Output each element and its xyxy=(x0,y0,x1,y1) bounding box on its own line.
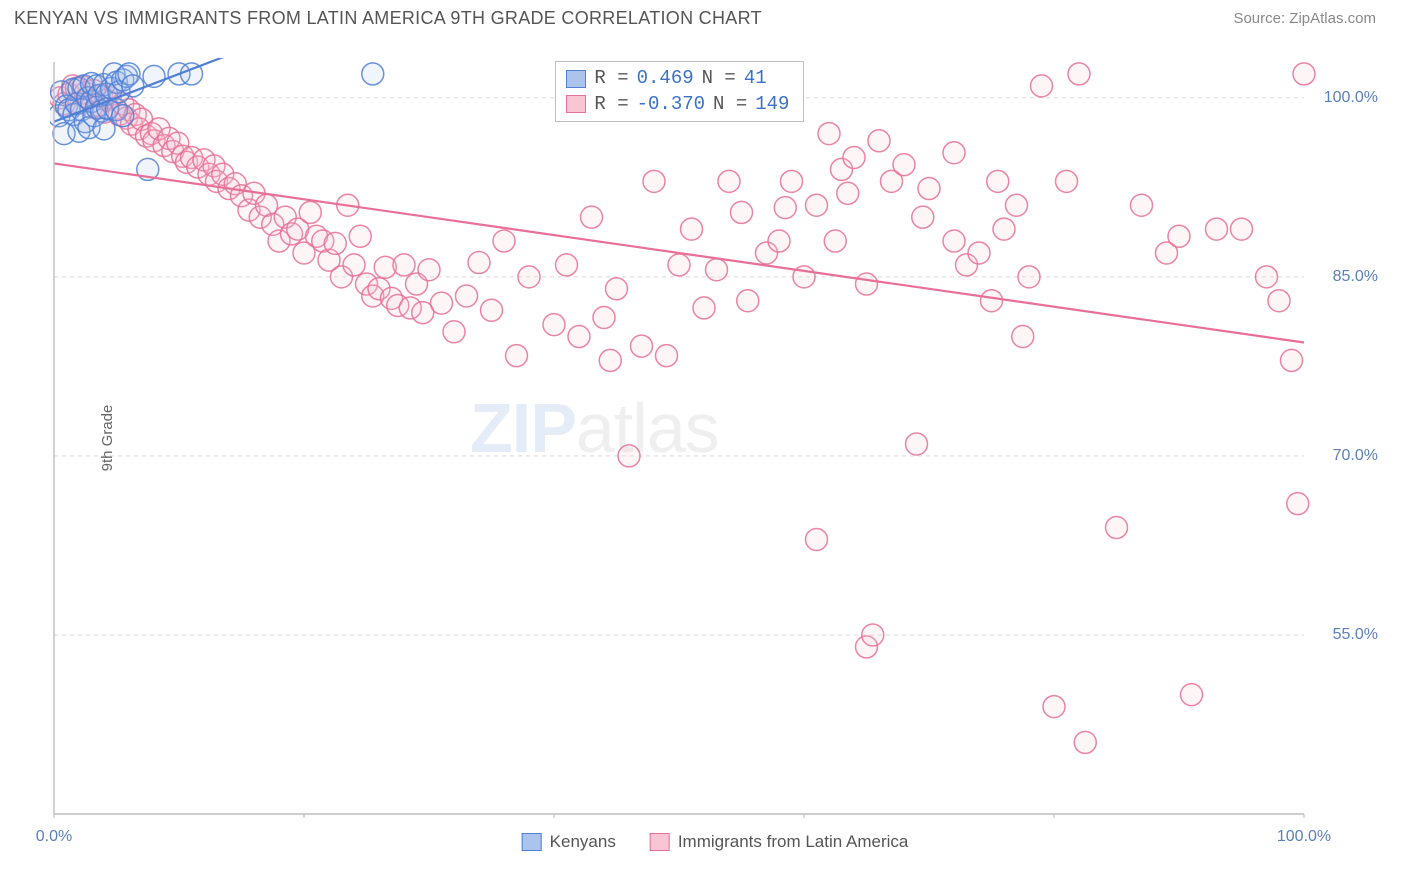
scatter-plot-svg xyxy=(50,58,1380,818)
stats-row: R = 0.469 N = 41 xyxy=(566,66,789,92)
legend-swatch xyxy=(650,833,670,851)
legend-label: Immigrants from Latin America xyxy=(678,832,909,852)
series-swatch xyxy=(566,95,586,113)
n-label: N = xyxy=(713,92,747,118)
n-value: 149 xyxy=(755,92,789,118)
r-value: -0.370 xyxy=(637,92,705,118)
plot-area: 9th Grade ZIPatlas R = 0.469 N = 41R =-0… xyxy=(50,58,1380,818)
n-label: N = xyxy=(702,66,736,92)
y-tick-label: 70.0% xyxy=(1333,447,1378,465)
y-axis-label: 9th Grade xyxy=(99,405,116,472)
correlation-stats-box: R = 0.469 N = 41R =-0.370 N = 149 xyxy=(555,61,804,122)
chart-source: Source: ZipAtlas.com xyxy=(1233,10,1376,27)
y-tick-label: 100.0% xyxy=(1324,89,1378,107)
x-tick-label: 0.0% xyxy=(36,828,72,846)
legend-label: Kenyans xyxy=(550,832,616,852)
n-value: 41 xyxy=(744,66,767,92)
x-tick-label: 100.0% xyxy=(1277,828,1331,846)
legend-item: Immigrants from Latin America xyxy=(650,832,909,852)
y-tick-label: 55.0% xyxy=(1333,626,1378,644)
r-label: R = xyxy=(594,66,628,92)
r-value: 0.469 xyxy=(637,66,694,92)
chart-title: KENYAN VS IMMIGRANTS FROM LATIN AMERICA … xyxy=(14,8,762,29)
r-label: R = xyxy=(594,92,628,118)
y-tick-label: 85.0% xyxy=(1333,268,1378,286)
legend-swatch xyxy=(522,833,542,851)
legend-item: Kenyans xyxy=(522,832,616,852)
series-legend: Kenyans Immigrants from Latin America xyxy=(522,832,909,852)
stats-row: R = -0.370 N = 149 xyxy=(566,92,789,118)
series-swatch xyxy=(566,70,586,88)
chart-header: KENYAN VS IMMIGRANTS FROM LATIN AMERICA … xyxy=(0,0,1406,33)
